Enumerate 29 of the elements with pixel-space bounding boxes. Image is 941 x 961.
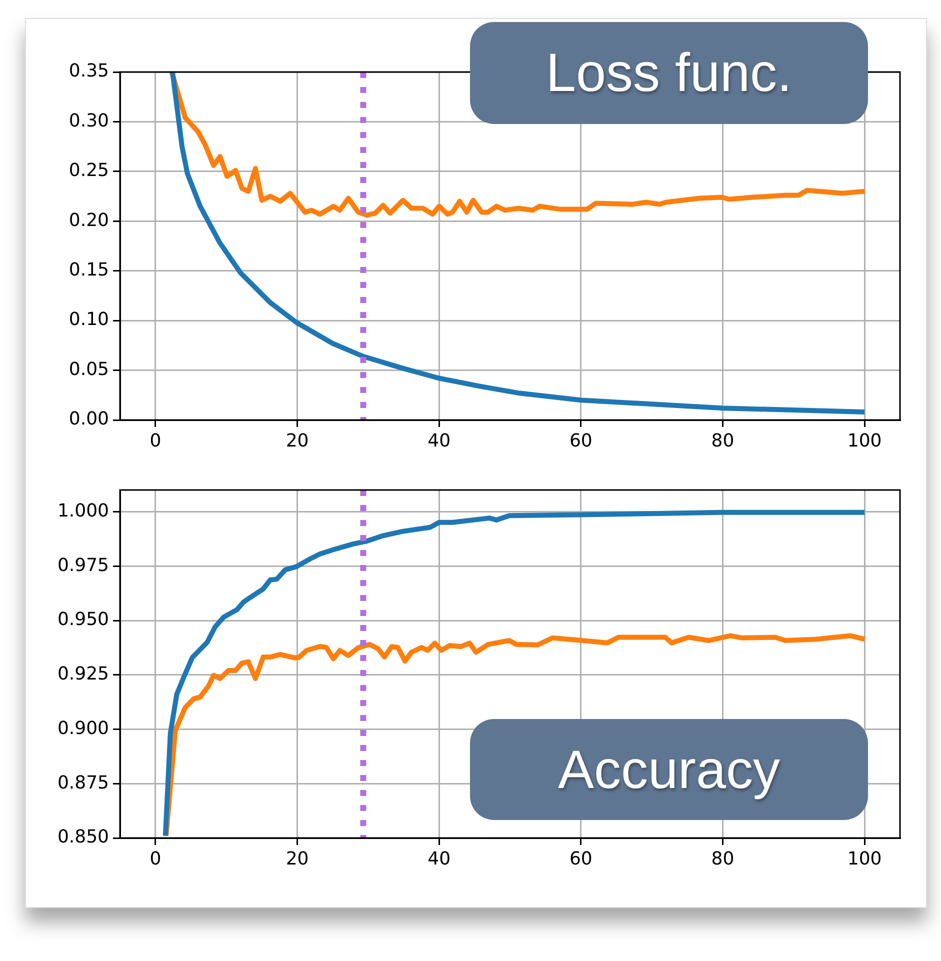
x-tick-label: 60 <box>569 430 592 452</box>
y-tick-label: 0.15 <box>68 260 109 281</box>
x-tick-label: 80 <box>711 430 734 452</box>
y-tick-label: 0.25 <box>68 160 109 182</box>
y-tick-label: 0.950 <box>57 609 109 630</box>
y-tick-label: 0.20 <box>68 210 109 231</box>
y-tick-label: 0.850 <box>57 826 109 848</box>
y-tick-label: 0.10 <box>68 309 109 330</box>
y-tick-label: 1.000 <box>57 500 109 522</box>
y-tick-label: 0.35 <box>68 60 109 82</box>
y-tick-label: 0.925 <box>57 664 109 685</box>
x-tick-label: 20 <box>286 848 309 870</box>
x-tick-label: 80 <box>711 848 734 870</box>
y-tick-label: 0.875 <box>57 772 109 794</box>
x-tick-label: 40 <box>428 848 451 870</box>
y-tick-label: 0.30 <box>68 110 109 132</box>
y-tick-label: 0.00 <box>68 408 109 430</box>
x-tick-label: 0 <box>150 430 162 452</box>
x-tick-label: 40 <box>428 430 451 452</box>
y-tick-label: 0.900 <box>57 718 109 739</box>
caption-box: Accuracy <box>470 719 868 820</box>
y-tick-label: 0.975 <box>57 554 109 576</box>
x-tick-label: 0 <box>150 848 162 870</box>
x-tick-label: 20 <box>286 430 309 452</box>
x-tick-label: 100 <box>847 430 882 452</box>
caption-box: Loss func. <box>470 22 868 124</box>
y-tick-label: 0.05 <box>68 358 109 380</box>
x-tick-label: 60 <box>569 848 592 870</box>
x-tick-label: 100 <box>847 848 882 870</box>
